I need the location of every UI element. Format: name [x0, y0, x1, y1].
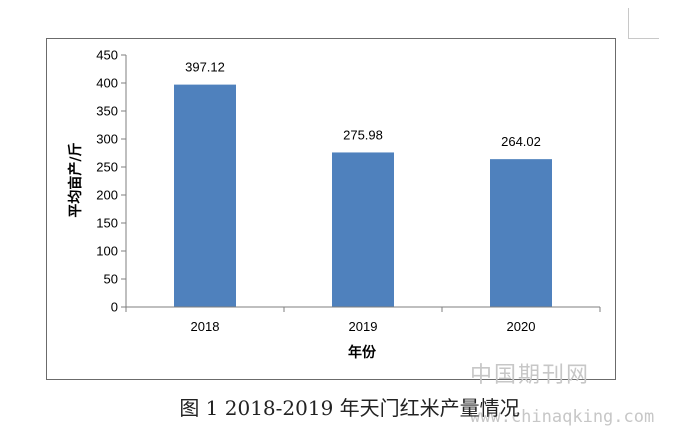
y-axis-ticks: 0 50 100 150 200 250 300 350 400 450	[96, 48, 126, 315]
x-tick-label: 2020	[507, 319, 536, 334]
axis-lines	[125, 55, 600, 308]
y-tick-label: 200	[96, 188, 118, 203]
x-axis-title: 年份	[348, 344, 377, 361]
page-corner-mark	[628, 8, 659, 39]
watermark-url: www.chinaqking.com	[470, 407, 655, 427]
watermark-text: 中国期刊网	[470, 363, 591, 388]
bar-2019	[332, 152, 394, 307]
x-tick-label: 2018	[191, 319, 220, 334]
y-axis-title: 平均亩产/斤	[67, 142, 84, 217]
x-axis-ticks: 2018 2019 2020	[125, 307, 601, 334]
y-tick-label: 150	[96, 216, 118, 231]
y-tick-label: 0	[111, 300, 118, 315]
data-label-2019: 275.98	[343, 127, 383, 142]
bar-2018	[174, 84, 236, 308]
y-tick-label: 450	[96, 48, 118, 63]
y-tick-label: 300	[96, 132, 118, 147]
data-label-2020: 264.02	[501, 134, 541, 149]
y-tick-label: 350	[96, 104, 118, 119]
x-tick-label: 2019	[349, 319, 378, 334]
y-tick-label: 100	[96, 244, 118, 259]
chart-frame	[46, 38, 616, 380]
data-labels: 397.12 275.98 264.02	[185, 60, 541, 150]
y-tick-label: 250	[96, 160, 118, 175]
figure-caption: 图 1 2018-2019 年天门红米产量情况	[179, 396, 520, 420]
bar-2020	[490, 159, 552, 307]
y-tick-label: 50	[104, 272, 118, 287]
y-tick-label: 400	[96, 76, 118, 91]
bars	[174, 84, 552, 308]
data-label-2018: 397.12	[185, 60, 225, 75]
